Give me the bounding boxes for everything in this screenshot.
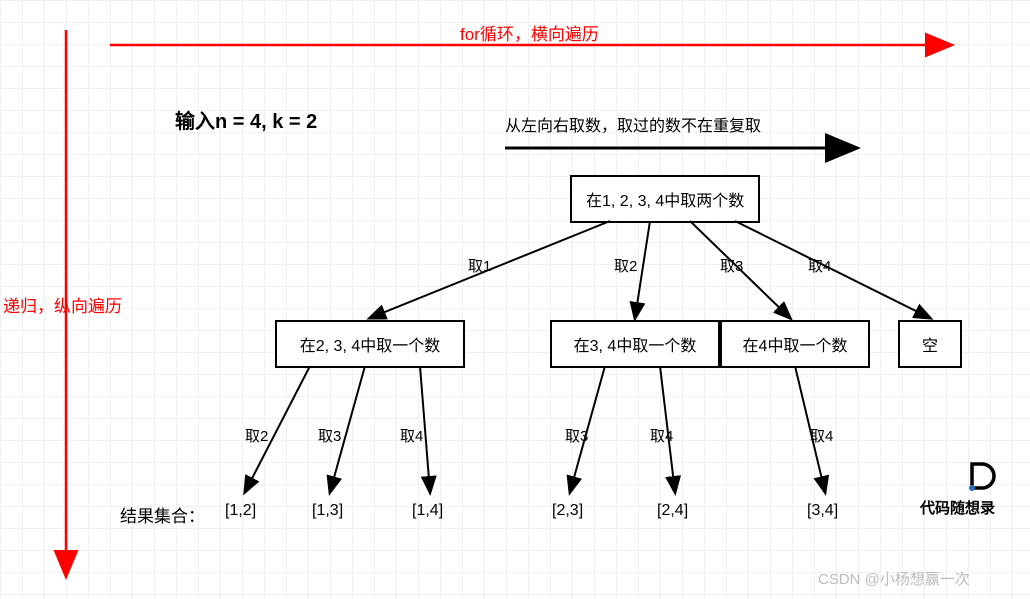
top-axis-label: for循环，横向遍历: [460, 20, 599, 45]
root-node: 在1, 2, 3, 4中取两个数: [570, 175, 760, 223]
result-4: [2,4]: [657, 502, 688, 520]
result-2: [1,4]: [412, 502, 443, 520]
edge-label-l1-2: 取3: [720, 255, 743, 276]
result-3: [2,3]: [552, 502, 583, 520]
input-label: 输入n = 4, k = 2: [175, 105, 317, 134]
edge-label-l2-5: 取4: [810, 425, 833, 446]
brand-text: 代码随想录: [920, 497, 995, 518]
edge-label-l1-3: 取4: [808, 255, 831, 276]
brand-logo-icon: [964, 460, 996, 492]
level1-node-3: 空: [898, 320, 962, 368]
subtitle-text: 从左向右取数，取过的数不在重复取: [505, 112, 761, 136]
result-1: [1,3]: [312, 502, 343, 520]
edge-label-l2-3: 取3: [565, 425, 588, 446]
result-5: [3,4]: [807, 502, 838, 520]
level1-node-0: 在2, 3, 4中取一个数: [275, 320, 465, 368]
edge-label-l1-0: 取1: [468, 255, 491, 276]
edge-label-l2-2: 取4: [400, 425, 423, 446]
edge-label-l2-0: 取2: [245, 425, 268, 446]
edge-label-l2-4: 取4: [650, 425, 673, 446]
level1-node-2: 在4中取一个数: [720, 320, 870, 368]
result-0: [1,2]: [225, 502, 256, 520]
edge-label-l2-1: 取3: [318, 425, 341, 446]
edge-label-l1-1: 取2: [614, 255, 637, 276]
results-label: 结果集合：: [120, 502, 205, 527]
watermark-text: CSDN @小杨想赢一次: [818, 568, 970, 589]
level1-node-1: 在3, 4中取一个数: [550, 320, 720, 368]
left-axis-label: 递归，纵向遍历: [3, 292, 122, 317]
